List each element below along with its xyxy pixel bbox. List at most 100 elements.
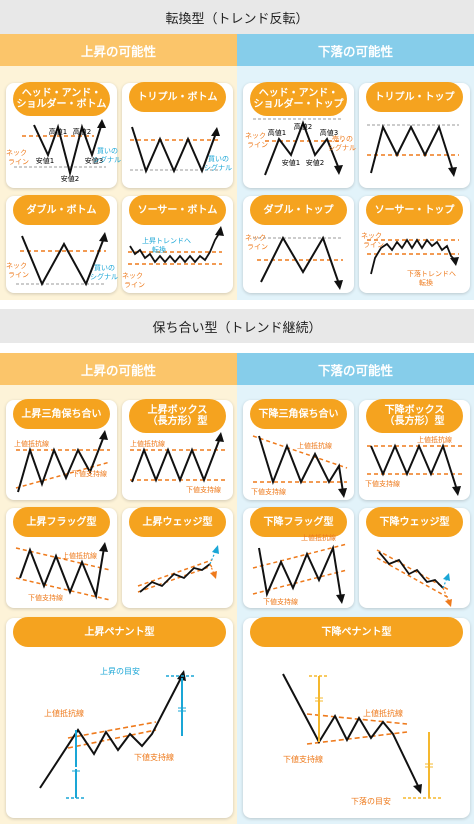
card-desc-triangle: 下降三角保ち合い 上値抵抗線 下値支持線 (243, 399, 354, 500)
svg-text:高値3: 高値3 (320, 128, 338, 137)
svg-text:高値2: 高値2 (294, 122, 312, 131)
card-up-box: 上昇ボックス （長方形）型 上値抵抗線 下値支持線 (122, 399, 233, 500)
chart-down-flag: 上値抵抗線 下値支持線 (252, 533, 348, 606)
pill-double-top: ダブル・トップ (250, 195, 347, 225)
pill-saucer-bottom: ソーサー・ボトム (129, 195, 226, 225)
svg-text:ネックライン: ネックライン (245, 234, 268, 251)
chart-down-pennant: 上値抵抗線 下値支持線 下落の目安 (282, 673, 443, 806)
column-header-up: 上昇の可能性 (0, 34, 237, 66)
chart-up-box: 上値抵抗線 下値支持線 (130, 432, 226, 494)
chart-desc-triangle: 上値抵抗線 下値支持線 (251, 435, 348, 498)
svg-text:上値抵抗線: 上値抵抗線 (44, 708, 84, 718)
svg-text:上昇トレンドへ転換: 上昇トレンドへ転換 (142, 236, 191, 254)
card-up-pennant: 上昇ペナント型 上昇の目安 上値抵抗線 下値支持線 (6, 617, 233, 818)
pill-down-box: 下降ボックス （長方形）型 (366, 399, 463, 433)
section-title-text: 保ち合い型（トレンド継続） (152, 320, 322, 336)
card-double-bottom: ダブル・ボトム ネックライン 買いのシグナル (6, 195, 118, 293)
column-header-up-2: 上昇の可能性 (0, 353, 237, 385)
chart-asc-triangle: 上値抵抗線 下値支持線 (14, 430, 111, 493)
svg-text:上値抵抗線: 上値抵抗線 (363, 708, 403, 718)
chart-hs-bottom: 高値1 高値2 安値1 安値2 安値3 ネックライン 買いのシグナル (6, 119, 121, 183)
chart-down-wedge (376, 549, 452, 607)
card-hs-bottom: ヘッド・アンド・ ショルダー・ボトム 高値1 高値2 安値1 安値2 安値3 ネ… (6, 82, 121, 188)
label-low2: 安値2 (61, 174, 79, 183)
chart-double-top: ネックライン (245, 234, 343, 290)
pill-up-pennant: 上昇ペナント型 (13, 617, 226, 647)
card-asc-triangle: 上昇三角保ち合い 上値抵抗線 下値支持線 (6, 399, 117, 500)
svg-text:ネックライン: ネックライン (6, 262, 29, 279)
svg-text:下値支持線: 下値支持線 (186, 485, 221, 494)
svg-text:上昇の目安: 上昇の目安 (100, 666, 140, 676)
svg-text:上値抵抗線: 上値抵抗線 (417, 435, 452, 444)
svg-text:下値支持線: 下値支持線 (72, 469, 107, 478)
pill-up-box: 上昇ボックス （長方形）型 (129, 399, 226, 433)
svg-text:下値支持線: 下値支持線 (251, 487, 286, 496)
card-saucer-bottom: ソーサー・ボトム 上昇トレンドへ転換 ネックライン (122, 195, 233, 293)
pill-saucer-top: ソーサー・トップ (366, 195, 463, 225)
label-high1: 高値1 (49, 127, 67, 136)
svg-text:下値支持線: 下値支持線 (263, 597, 298, 606)
pill-triple-bottom: トリプル・ボトム (129, 82, 226, 112)
section-title-continuation: 保ち合い型（トレンド継続） (0, 309, 474, 343)
svg-text:ネックライン: ネックライン (361, 232, 384, 249)
svg-text:下落の目安: 下落の目安 (351, 796, 391, 806)
svg-text:ネックライン: ネックライン (245, 132, 268, 149)
svg-text:上値抵抗線: 上値抵抗線 (297, 441, 332, 450)
card-hs-top: ヘッド・アンド・ ショルダー・トップ 高値2 高値1 高値3 安値1 安値2 ネ… (243, 82, 356, 188)
chart-triple-bottom: 買いのシグナル (130, 126, 232, 174)
chart-up-wedge (137, 545, 219, 593)
label-low1: 安値1 (36, 156, 54, 165)
svg-text:下落トレンドへ転換: 下落トレンドへ転換 (407, 269, 456, 287)
pill-down-pennant: 下降ペナント型 (250, 617, 463, 647)
chart-hs-top: 高値2 高値1 高値3 安値1 安値2 ネックライン 売りのシグナル (245, 118, 356, 176)
svg-text:上値抵抗線: 上値抵抗線 (301, 533, 336, 542)
svg-text:買いのシグナル: 買いのシグナル (204, 155, 232, 172)
column-header-up-text: 上昇の可能性 (80, 43, 156, 59)
svg-text:下値支持線: 下値支持線 (28, 593, 63, 602)
label-neckline: ネックライン (6, 149, 29, 166)
svg-text:上値抵抗線: 上値抵抗線 (62, 551, 97, 560)
card-saucer-top: ソーサー・トップ ネックライン 下落トレンドへ転換 (359, 195, 470, 293)
svg-text:下値支持線: 下値支持線 (365, 479, 400, 488)
pill-down-wedge: 下降ウェッジ型 (366, 507, 463, 537)
pill-hs-top: ヘッド・アンド・ ショルダー・トップ (250, 82, 347, 116)
svg-text:下値支持線: 下値支持線 (134, 752, 174, 762)
chart-triple-top (367, 124, 459, 177)
card-down-flag: 下降フラッグ型 上値抵抗線 下値支持線 (243, 507, 354, 608)
label-high2: 高値2 (73, 127, 91, 136)
label-low3: 安値3 (85, 156, 103, 165)
svg-text:売りのシグナル: 売りのシグナル (328, 134, 356, 152)
card-triple-top: トリプル・トップ (359, 82, 470, 188)
arrow-head (97, 119, 106, 128)
svg-text:下値支持線: 下値支持線 (283, 754, 323, 764)
column-header-down: 下落の可能性 (237, 34, 474, 66)
price-line (33, 122, 103, 177)
column-header-up-text: 上昇の可能性 (80, 362, 156, 378)
chart-saucer-bottom: 上昇トレンドへ転換 ネックライン (122, 226, 224, 289)
card-down-box: 下降ボックス （長方形）型 上値抵抗線 下値支持線 (359, 399, 470, 500)
pill-up-wedge: 上昇ウェッジ型 (129, 507, 226, 537)
column-header-down-text: 下落の可能性 (317, 43, 393, 59)
svg-text:安値2: 安値2 (306, 158, 324, 167)
chart-saucer-top: ネックライン 下落トレンドへ転換 (361, 232, 459, 287)
card-down-wedge: 下降ウェッジ型 (359, 507, 470, 608)
pill-desc-triangle: 下降三角保ち合い (250, 399, 347, 429)
chart-down-box: 上値抵抗線 下値支持線 (365, 435, 463, 496)
card-triple-bottom: トリプル・ボトム 買いのシグナル (122, 82, 233, 188)
svg-text:ネックライン: ネックライン (122, 272, 145, 289)
chart-up-flag: 上値抵抗線 下値支持線 (15, 542, 111, 602)
pill-up-flag: 上昇フラッグ型 (13, 507, 110, 537)
card-up-wedge: 上昇ウェッジ型 (122, 507, 233, 608)
svg-text:買いのシグナル: 買いのシグナル (90, 264, 118, 281)
chart-double-bottom: ネックライン 買いのシグナル (6, 232, 118, 287)
svg-text:上値抵抗線: 上値抵抗線 (130, 439, 165, 448)
card-down-pennant: 下降ペナント型 上値抵抗線 下値支持線 下落の目安 (243, 617, 470, 818)
chart-up-pennant: 上昇の目安 上値抵抗線 下値支持線 (39, 666, 196, 799)
section-title-text: 転換型（トレンド反転） (165, 11, 309, 27)
column-header-down-text: 下落の可能性 (317, 362, 393, 378)
label-buy-signal: 買いのシグナル (93, 147, 121, 164)
pill-asc-triangle: 上昇三角保ち合い (13, 399, 110, 429)
svg-text:安値1: 安値1 (282, 158, 300, 167)
pill-hs-bottom: ヘッド・アンド・ ショルダー・ボトム (13, 82, 110, 116)
card-double-top: ダブル・トップ ネックライン (243, 195, 354, 293)
